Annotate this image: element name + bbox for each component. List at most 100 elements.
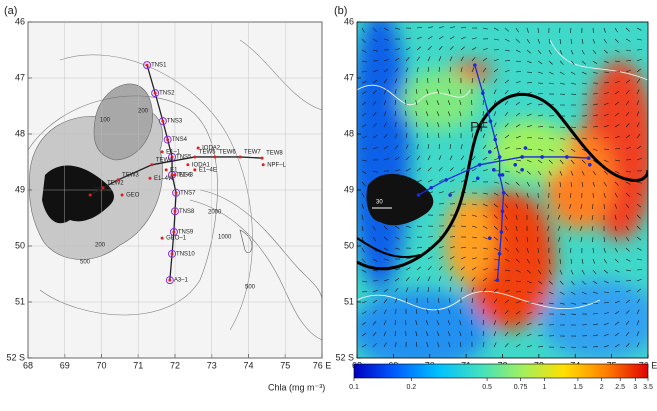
current-vector — [548, 280, 553, 285]
current-vector — [383, 68, 389, 73]
current-vector — [559, 291, 565, 295]
current-vector — [570, 148, 576, 152]
current-vector — [361, 225, 364, 231]
current-vector — [548, 38, 551, 44]
current-vector — [471, 156, 476, 161]
station — [497, 252, 502, 256]
current-vector — [526, 49, 531, 54]
current-vector — [570, 159, 575, 164]
current-vector — [526, 291, 533, 293]
station-ring — [171, 207, 179, 216]
current-vector — [361, 300, 367, 304]
current-vector — [447, 331, 451, 337]
current-vector — [482, 48, 488, 51]
current-vector — [581, 82, 587, 85]
current-vector — [438, 286, 440, 293]
station-label: TEW7 — [244, 150, 261, 156]
current-vector — [559, 192, 561, 198]
x-tick-label: 73 — [207, 360, 217, 370]
current-vector — [372, 269, 378, 272]
current-vector — [515, 236, 519, 242]
current-vector — [592, 280, 598, 285]
current-vector — [405, 37, 411, 40]
current-vector — [636, 181, 642, 184]
current-vector — [559, 269, 563, 275]
current-vector — [415, 309, 418, 315]
current-vector — [493, 203, 499, 208]
current-vector — [361, 203, 364, 209]
station — [488, 119, 493, 123]
station-label: TNS6 — [176, 172, 192, 178]
current-vector — [438, 133, 440, 139]
current-vector — [361, 214, 364, 220]
current-vector — [372, 111, 377, 117]
current-vector — [438, 179, 444, 183]
current-vector — [493, 111, 497, 117]
current-vector — [460, 56, 464, 62]
station — [150, 163, 154, 167]
current-vector — [581, 170, 585, 176]
current-vector — [383, 133, 388, 139]
current-vector — [482, 99, 484, 106]
current-vector — [581, 280, 586, 285]
current-vector — [614, 225, 617, 231]
current-vector — [460, 246, 466, 249]
current-vector — [460, 67, 463, 73]
current-vector — [548, 82, 554, 85]
current-vector — [438, 66, 440, 73]
current-vector — [361, 49, 367, 53]
station — [145, 63, 149, 67]
current-vector — [482, 27, 488, 30]
current-vector — [569, 236, 572, 242]
current-vector — [427, 287, 430, 293]
current-vector — [581, 148, 587, 152]
current-vector — [625, 69, 631, 73]
current-vector — [361, 332, 367, 337]
current-vector — [482, 298, 486, 304]
current-vector — [493, 157, 499, 161]
current-vector — [394, 122, 397, 128]
current-vector — [636, 288, 642, 293]
current-vector — [570, 82, 576, 85]
x-tick-label: 70 — [96, 360, 106, 370]
current-vector — [570, 302, 576, 305]
current-vector — [405, 267, 411, 271]
current-vector — [482, 225, 488, 229]
current-vector — [361, 247, 365, 253]
current-vector — [427, 179, 433, 183]
panel-label: (b) — [334, 5, 347, 17]
current-vector — [460, 155, 464, 161]
current-vector — [459, 342, 462, 348]
current-vector — [427, 77, 429, 84]
current-vector — [559, 346, 566, 348]
current-vector — [581, 137, 587, 140]
current-vector — [416, 225, 422, 228]
current-vector — [515, 170, 521, 174]
station — [88, 193, 92, 197]
station — [487, 150, 492, 154]
current-vector — [526, 333, 532, 337]
current-vector — [437, 78, 440, 84]
y-tick-label: 52 S — [335, 352, 354, 362]
station — [164, 168, 168, 172]
station — [170, 252, 174, 256]
current-vector — [504, 236, 509, 242]
current-vector — [614, 258, 619, 263]
current-vector — [416, 144, 419, 150]
current-vector — [459, 100, 462, 106]
current-vector — [426, 309, 429, 315]
contour-label: 2000 — [208, 210, 222, 216]
current-vector — [437, 342, 440, 348]
current-vector — [581, 71, 587, 75]
current-vector — [614, 148, 621, 150]
current-vector — [493, 225, 498, 230]
current-vector — [394, 78, 398, 84]
current-vector — [592, 114, 598, 117]
contour-label: 1000 — [218, 235, 232, 241]
current-vector — [536, 214, 539, 220]
current-vector — [416, 266, 422, 271]
station — [487, 236, 492, 240]
current-vector — [415, 111, 418, 117]
current-vector — [592, 60, 598, 65]
current-vector — [394, 157, 400, 161]
